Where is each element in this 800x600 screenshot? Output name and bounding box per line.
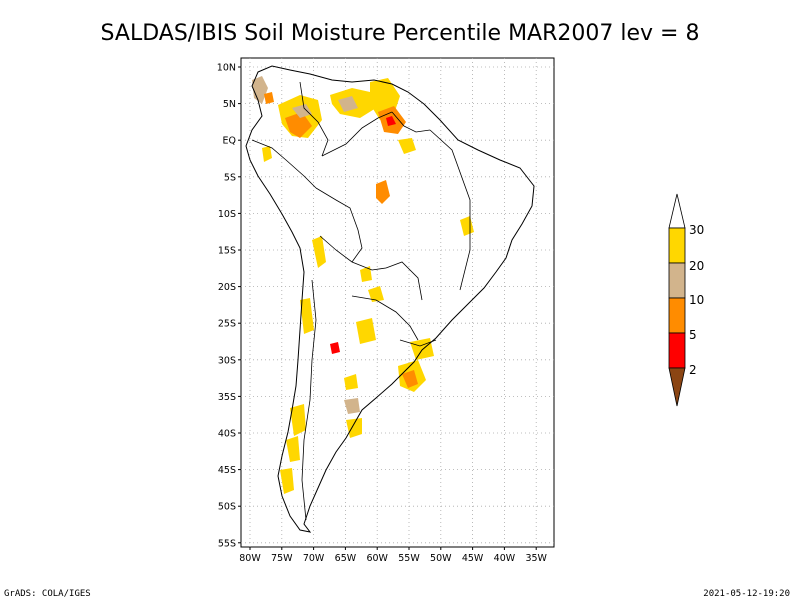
lat-tick-label: 50S [218, 502, 236, 513]
shade-patch-colombia-tan [292, 104, 312, 118]
lon-tick-label: 45W [462, 553, 484, 564]
lon-tick-label: 80W [239, 553, 261, 564]
lon-tick-label: 65W [335, 553, 357, 564]
colorbar-label-10: 10 [689, 293, 704, 307]
lat-tick-label: 40S [218, 429, 236, 440]
south-america-coastline [245, 65, 535, 533]
shade-patch-colombia-orange [285, 112, 312, 138]
shade-patch-venezuela-tan [338, 96, 358, 112]
shade-patch-nw-orange [264, 92, 274, 104]
shade-patch-patagonia-3 [346, 418, 362, 438]
colorbar-label-30: 30 [689, 223, 704, 237]
lat-tick-label: 10S [218, 209, 236, 220]
graticule [241, 58, 554, 547]
shade-patch-east-1 [460, 216, 474, 236]
map-frame [240, 57, 555, 548]
shade-patch-patagonia-2 [290, 404, 306, 436]
shade-patch-andes-1 [262, 146, 272, 162]
shade-patch-brazil-south [410, 338, 434, 360]
shade-patch-central [368, 286, 384, 302]
footer-right: 2021-05-12-19:20 [703, 589, 790, 599]
colorbar-bin-5-10 [668, 297, 686, 334]
lon-tick-label: 50W [430, 553, 452, 564]
border-ecuador-peru [251, 139, 317, 189]
shade-patch-amazon-yellow [398, 138, 416, 154]
lat-tick-label: 45S [218, 465, 236, 476]
shade-patch-andes-3 [300, 298, 314, 334]
border-colombia-venezuela [299, 81, 329, 157]
shade-patch-patagonia-5 [280, 468, 294, 494]
lat-tick-label: 5N [223, 99, 236, 110]
border-guianas [391, 111, 431, 133]
lon-tick-label: 60W [366, 553, 388, 564]
colorbar-bin-20-30 [668, 227, 686, 264]
map-title: SALDAS/IBIS Soil Moisture Percentile MAR… [101, 21, 700, 46]
colorbar-label-2: 2 [689, 363, 697, 377]
soil-moisture-shading [252, 76, 474, 494]
colorbar-bin-10-20 [668, 262, 686, 299]
colorbar-label-20: 20 [689, 259, 704, 273]
border-peru-bolivia [319, 235, 387, 271]
footer-left: GrADS: COLA/IGES [4, 589, 91, 599]
colorbar: 30 20 10 5 2 [668, 193, 704, 407]
colorbar-bin-2-5 [668, 332, 686, 369]
shade-patch-amazon [376, 180, 390, 204]
lat-tick-label: 35S [218, 392, 236, 403]
shade-patch-south-1 [356, 318, 376, 344]
shade-patch-guiana-red [386, 116, 396, 126]
lon-tick-label: 75W [271, 553, 293, 564]
lat-tick-label: 30S [218, 355, 236, 366]
lat-tick-label: 10N [217, 63, 236, 74]
border-venezuela-brazil [321, 111, 393, 157]
border-bolivia-brazil [385, 261, 423, 301]
shade-patch-argentina-red [330, 342, 340, 354]
colorbar-label-5: 5 [689, 328, 697, 342]
lon-tick-label: 70W [303, 553, 325, 564]
shade-patch-east-2 [360, 266, 372, 282]
border-chile-argentina [301, 279, 317, 521]
shade-patch-patagonia-1 [344, 398, 360, 414]
shade-patch-patagonia-4 [286, 436, 300, 462]
lat-tick-label: 5S [224, 172, 236, 183]
shade-patch-nw [252, 76, 268, 104]
shade-patch-andes-2 [312, 236, 326, 268]
shade-patch-uruguay-orange [402, 370, 418, 388]
lat-tick-label: 15S [218, 246, 236, 257]
lat-tick-label: EQ [223, 136, 236, 147]
latitude-labels: 10N 5N EQ 5S 10S 15S 20S 25S 30S 35S 40S 45S 50S 55S [217, 63, 241, 549]
colorbar-arrow-top [668, 193, 686, 229]
country-borders [251, 81, 471, 521]
border-brazil-uruguay [399, 339, 437, 347]
lat-tick-label: 20S [218, 282, 236, 293]
colorbar-arrow-bottom [668, 367, 686, 407]
lon-tick-label: 55W [398, 553, 420, 564]
border-argentina-paraguay [351, 295, 419, 341]
shade-patch-pampas [344, 374, 358, 390]
lat-tick-label: 25S [218, 319, 236, 330]
border-peru-brazil [315, 187, 363, 263]
lat-tick-label: 55S [218, 538, 236, 549]
lon-tick-label: 35W [525, 553, 547, 564]
lon-tick-label: 40W [494, 553, 516, 564]
longitude-labels: 80W 75W 70W 65W 60W 55W 50W 45W 40W 35W [239, 547, 548, 564]
border-brazil-east [429, 129, 471, 291]
